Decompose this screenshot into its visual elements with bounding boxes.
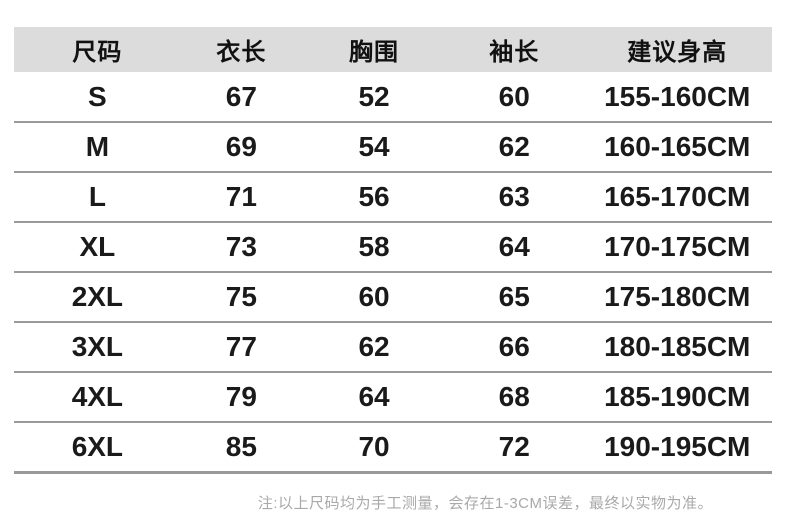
table-cell: 66	[446, 322, 583, 373]
table-cell: 79	[180, 372, 303, 423]
table-cell: 63	[446, 172, 583, 223]
size-chart-body: S 67 52 60 155-160CM M 69 54 62 160-165CM L 71 56 63 1…	[14, 72, 772, 474]
table-cell: 165-170CM	[582, 172, 772, 223]
table-cell: 68	[446, 372, 583, 423]
table-cell: 85	[180, 422, 303, 474]
table-cell: 52	[302, 72, 447, 123]
table-cell: 175-180CM	[582, 272, 772, 323]
size-cell: 6XL	[14, 422, 181, 474]
measurement-note: 注:以上尺码均为手工测量，会存在1-3CM误差，最终以实物为准。	[257, 495, 713, 512]
table-cell: 69	[180, 122, 303, 173]
table-cell: 62	[446, 122, 583, 173]
column-header: 胸围	[349, 39, 400, 66]
table-row: L 71 56 63 165-170CM	[14, 172, 772, 223]
table-cell: 62	[302, 322, 447, 373]
table-row: S 67 52 60 155-160CM	[14, 72, 772, 123]
table-cell: 67	[180, 72, 303, 123]
size-chart-table: 尺码 衣长 胸围 袖长 建议身高 S 67 52 60 155-160CM M 69 54 62 160-…	[14, 27, 772, 474]
table-cell: 58	[302, 222, 447, 273]
table-row: 6XL 85 70 72 190-195CM	[14, 422, 772, 474]
size-cell: 3XL	[14, 322, 181, 373]
size-cell: M	[14, 122, 181, 173]
size-cell: 2XL	[14, 272, 181, 323]
table-cell: 72	[446, 422, 583, 474]
table-row: M 69 54 62 160-165CM	[14, 122, 772, 173]
table-cell: 155-160CM	[582, 72, 772, 123]
size-cell: L	[14, 172, 181, 223]
table-cell: 75	[180, 272, 303, 323]
column-header: 尺码	[72, 39, 123, 66]
table-cell: 64	[302, 372, 447, 423]
table-cell: 73	[180, 222, 303, 273]
table-row: 2XL 75 60 65 175-180CM	[14, 272, 772, 323]
table-cell: 64	[446, 222, 583, 273]
size-cell: S	[14, 72, 181, 123]
table-row: 4XL 79 64 68 185-190CM	[14, 372, 772, 423]
table-row: 3XL 77 62 66 180-185CM	[14, 322, 772, 373]
table-row: XL 73 58 64 170-175CM	[14, 222, 772, 273]
table-cell: 60	[302, 272, 447, 323]
table-cell: 56	[302, 172, 447, 223]
table-cell: 185-190CM	[582, 372, 772, 423]
table-cell: 71	[180, 172, 303, 223]
size-cell: XL	[14, 222, 181, 273]
table-cell: 190-195CM	[582, 422, 772, 474]
table-cell: 170-175CM	[582, 222, 772, 273]
table-cell: 180-185CM	[582, 322, 772, 373]
size-cell: 4XL	[14, 372, 181, 423]
table-cell: 60	[446, 72, 583, 123]
table-cell: 160-165CM	[582, 122, 772, 173]
table-cell: 70	[302, 422, 447, 474]
size-chart-header-row: 尺码 衣长 胸围 袖长 建议身高	[14, 27, 772, 72]
column-header: 建议身高	[627, 39, 728, 66]
table-cell: 65	[446, 272, 583, 323]
table-cell: 54	[302, 122, 447, 173]
column-header: 衣长	[216, 39, 267, 66]
column-header: 袖长	[489, 39, 540, 66]
table-cell: 77	[180, 322, 303, 373]
